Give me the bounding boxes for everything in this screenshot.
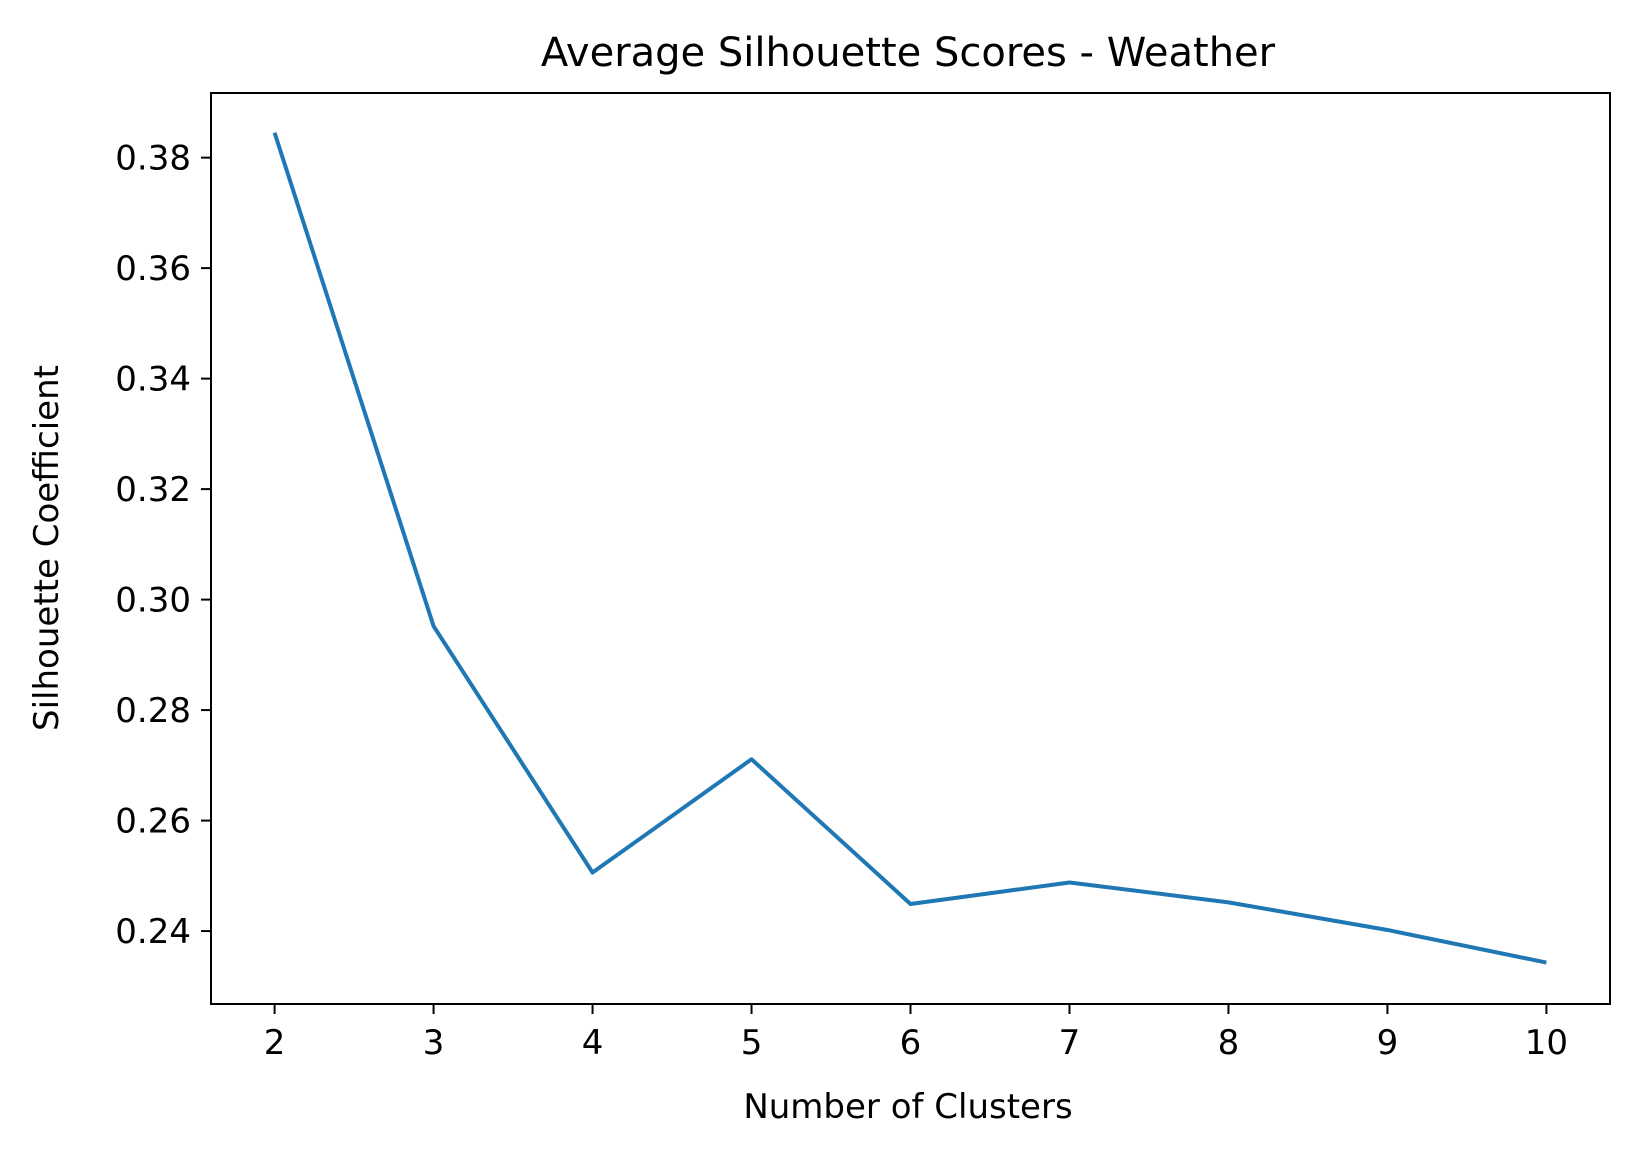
plot-area: 2 3 4 5 6 7 8 9 10 0.24 0.26 0.28 0.30 0.32 0.34 0.36 0.… <box>115 92 1611 1063</box>
y-tick-label-0.36: 0.36 <box>115 249 191 289</box>
x-tick-label-5: 5 <box>741 1023 763 1063</box>
y-tick-label-0.34: 0.34 <box>115 360 191 400</box>
y-tick-label-0.28: 0.28 <box>115 691 191 731</box>
x-tick-label-4: 4 <box>582 1023 604 1063</box>
y-tick-label-0.38: 0.38 <box>115 139 191 179</box>
x-tick-label-2: 2 <box>264 1023 286 1063</box>
x-tick-label-6: 6 <box>900 1023 922 1063</box>
y-tick-label-0.26: 0.26 <box>115 802 191 842</box>
x-tick-label-10: 10 <box>1525 1023 1568 1063</box>
x-axis-label: Number of Clusters <box>743 1087 1072 1127</box>
y-tick-label-0.30: 0.30 <box>115 581 191 621</box>
x-tick-label-9: 9 <box>1377 1023 1399 1063</box>
series-line-1 <box>272 132 1547 965</box>
x-tick-label-3: 3 <box>423 1023 445 1063</box>
x-tick-label-8: 8 <box>1218 1023 1240 1063</box>
y-axis-label: Silhouette Coefficient <box>27 365 67 731</box>
chart-title: Average Silhouette Scores - Weather <box>541 30 1276 76</box>
y-tick-label-0.24: 0.24 <box>115 912 191 952</box>
y-tick-label-0.32: 0.32 <box>115 470 191 510</box>
x-tick-label-7: 7 <box>1059 1023 1081 1063</box>
